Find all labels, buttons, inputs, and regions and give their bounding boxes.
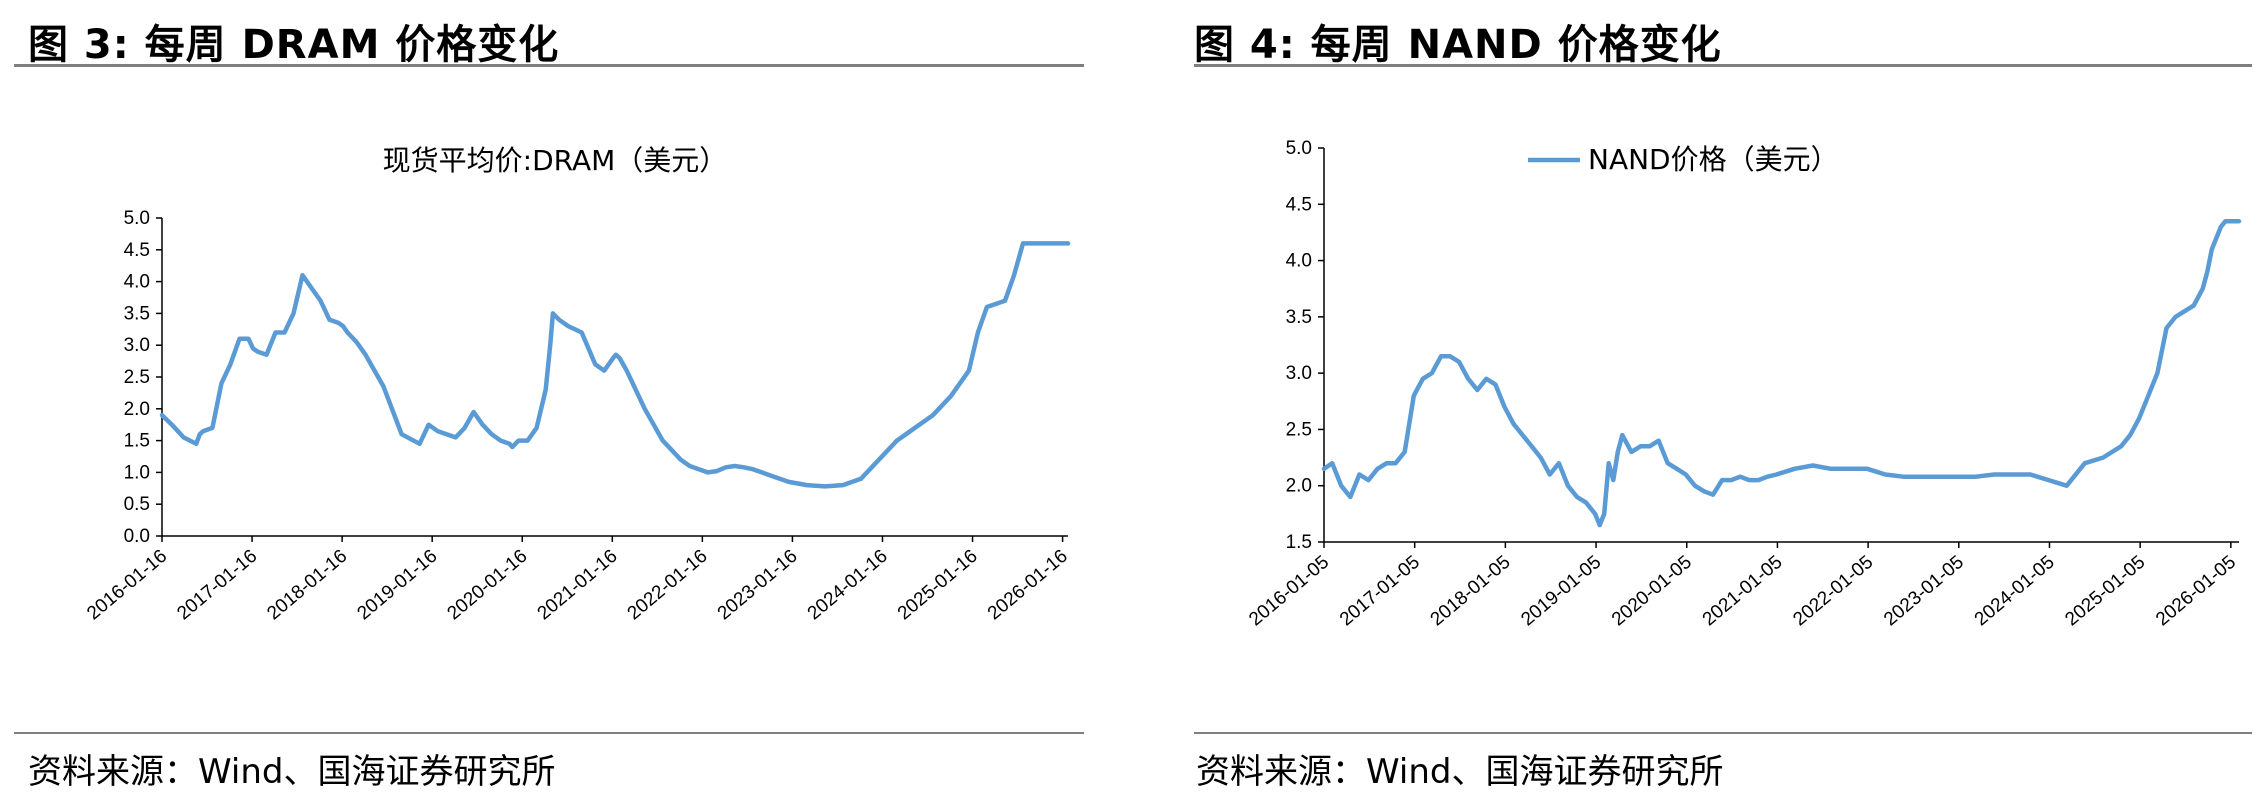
y-tick-label: 5.0 <box>1286 138 1312 159</box>
series-line <box>1321 218 2242 528</box>
chart-title: 现货平均价:DRAM（美元） <box>383 144 728 177</box>
y-tick-label: 0.5 <box>124 494 150 515</box>
figure-3-source: 资料来源：Wind、国海证券研究所 <box>28 752 556 792</box>
x-tick-label: 2026-01-05 <box>2152 552 2240 631</box>
y-tick-label: 3.0 <box>1286 363 1312 384</box>
x-tick-label: 2026-01-16 <box>984 546 1072 625</box>
y-tick-label: 2.5 <box>124 367 150 388</box>
y-tick-label: 2.5 <box>1286 419 1312 440</box>
x-tick-label: 2025-01-16 <box>894 546 982 625</box>
figure-4-panel: 图 4: 每周 NAND 价格变化 1.5 2.0 2.5 3.0 3.5 4.0 4.5 5… <box>1194 0 2258 796</box>
figure-3-top-rule <box>14 64 1084 67</box>
y-tick-label: 1.0 <box>124 462 150 483</box>
x-tick-label: 2021-01-05 <box>1699 552 1787 631</box>
x-tick-label: 2017-01-05 <box>1336 552 1424 631</box>
x-tick-label: 2024-01-16 <box>804 546 892 625</box>
figure-3-bottom-rule <box>14 732 1084 734</box>
figure-4-bottom-rule <box>1194 732 2252 734</box>
x-tick-label: 2019-01-05 <box>1517 552 1605 631</box>
y-tick-label: 5.0 <box>124 208 150 229</box>
y-tick-label: 1.5 <box>1286 532 1312 553</box>
x-tick-label: 2024-01-05 <box>1971 552 2059 631</box>
x-tick-label: 2025-01-05 <box>2061 552 2149 631</box>
x-tick-label: 2018-01-05 <box>1427 552 1515 631</box>
y-tick-label: 2.0 <box>124 399 150 420</box>
x-tick-label: 2021-01-16 <box>534 546 622 625</box>
dram-price-chart: 0.0 0.5 1.0 1.5 2.0 2.5 3.0 3.5 4.0 4.5 5.0 2016-01… <box>83 144 1072 625</box>
y-tick-label: 3.5 <box>1286 307 1312 328</box>
y-tick-label: 4.0 <box>124 272 150 293</box>
y-tick-label: 3.5 <box>124 303 150 324</box>
x-tick-label: 2020-01-05 <box>1608 552 1696 631</box>
x-tick-label: 2016-01-05 <box>1245 552 1333 631</box>
x-tick-label: 2022-01-05 <box>1789 552 1877 631</box>
x-tick-label: 2019-01-16 <box>353 546 441 625</box>
x-tick-label: 2023-01-16 <box>714 546 802 625</box>
figure-3-heading: 图 3: 每周 DRAM 价格变化 <box>28 22 560 68</box>
figure-4-top-rule <box>1194 64 2252 67</box>
x-tick-label: 2016-01-16 <box>83 546 171 625</box>
series-line <box>159 241 1071 489</box>
x-tick-label: 2017-01-16 <box>173 546 261 625</box>
y-tick-label: 4.0 <box>1286 251 1312 272</box>
figure-4-source: 资料来源：Wind、国海证券研究所 <box>1196 752 1724 792</box>
y-tick-label: 4.5 <box>124 240 150 261</box>
y-tick-label: 1.5 <box>124 431 150 452</box>
x-tick-label: 2018-01-16 <box>263 546 351 625</box>
x-tick-label: 2023-01-05 <box>1880 552 1968 631</box>
x-tick-label: 2020-01-16 <box>443 546 531 625</box>
legend-label: NAND价格（美元） <box>1588 143 1839 176</box>
chart-legend: NAND价格（美元） <box>1528 143 1839 176</box>
x-tick-label: 2022-01-16 <box>624 546 712 625</box>
figure-3-panel: 图 3: 每周 DRAM 价格变化 0.0 0.5 1.0 1.5 2.0 2.5 3.0 3… <box>0 0 1100 796</box>
nand-price-chart: 1.5 2.0 2.5 3.0 3.5 4.0 4.5 5.0 2016-01-05 2017-0… <box>1245 138 2242 631</box>
figure-4-heading: 图 4: 每周 NAND 价格变化 <box>1194 22 1722 68</box>
y-tick-label: 3.0 <box>124 335 150 356</box>
y-tick-label: 4.5 <box>1286 194 1312 215</box>
y-tick-label: 0.0 <box>124 526 150 547</box>
y-tick-label: 2.0 <box>1286 476 1312 497</box>
